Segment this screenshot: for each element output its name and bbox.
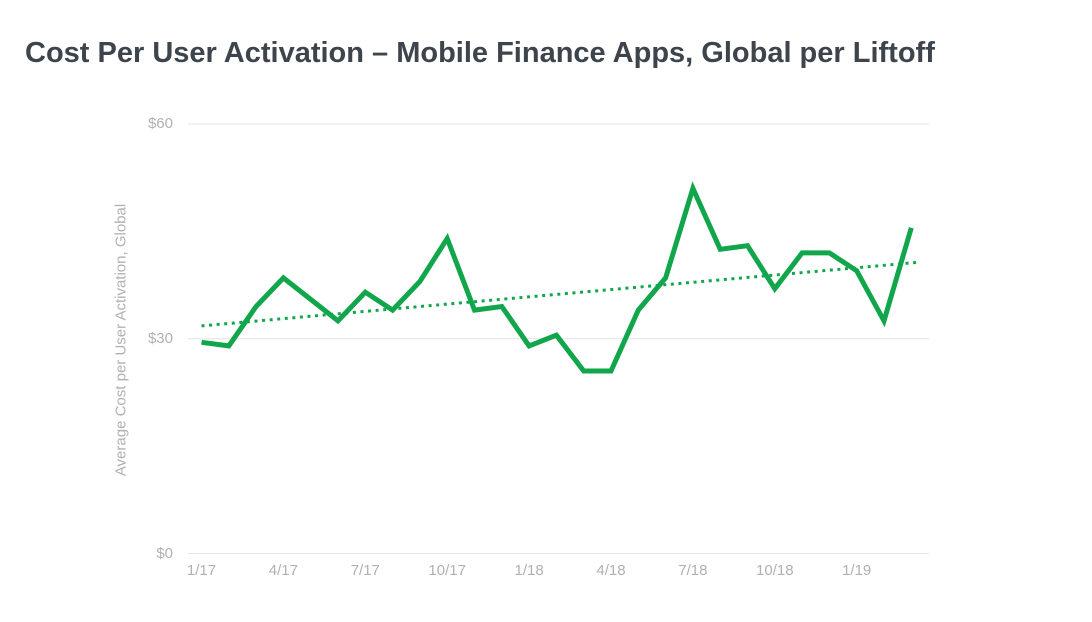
x-tick-label: 1/17 — [186, 562, 217, 579]
chart-title: Cost Per User Activation – Mobile Financ… — [25, 37, 935, 69]
trend-line — [201, 260, 920, 328]
series-line — [201, 181, 914, 374]
x-tick-label: 1/18 — [514, 562, 544, 579]
x-tick-label: 1/19 — [842, 562, 872, 579]
y-tick-label: $30 — [147, 329, 173, 347]
x-tick-label: 7/17 — [350, 562, 380, 579]
x-tick-label: 7/18 — [678, 562, 708, 579]
x-tick-label: 4/18 — [596, 562, 626, 579]
x-tick-label: 4/17 — [268, 562, 298, 579]
x-tick-label: 10/18 — [756, 562, 794, 579]
y-tick-label: $60 — [147, 115, 173, 133]
x-tick-label: 10/17 — [428, 562, 466, 579]
y-tick-label: $0 — [156, 544, 173, 562]
